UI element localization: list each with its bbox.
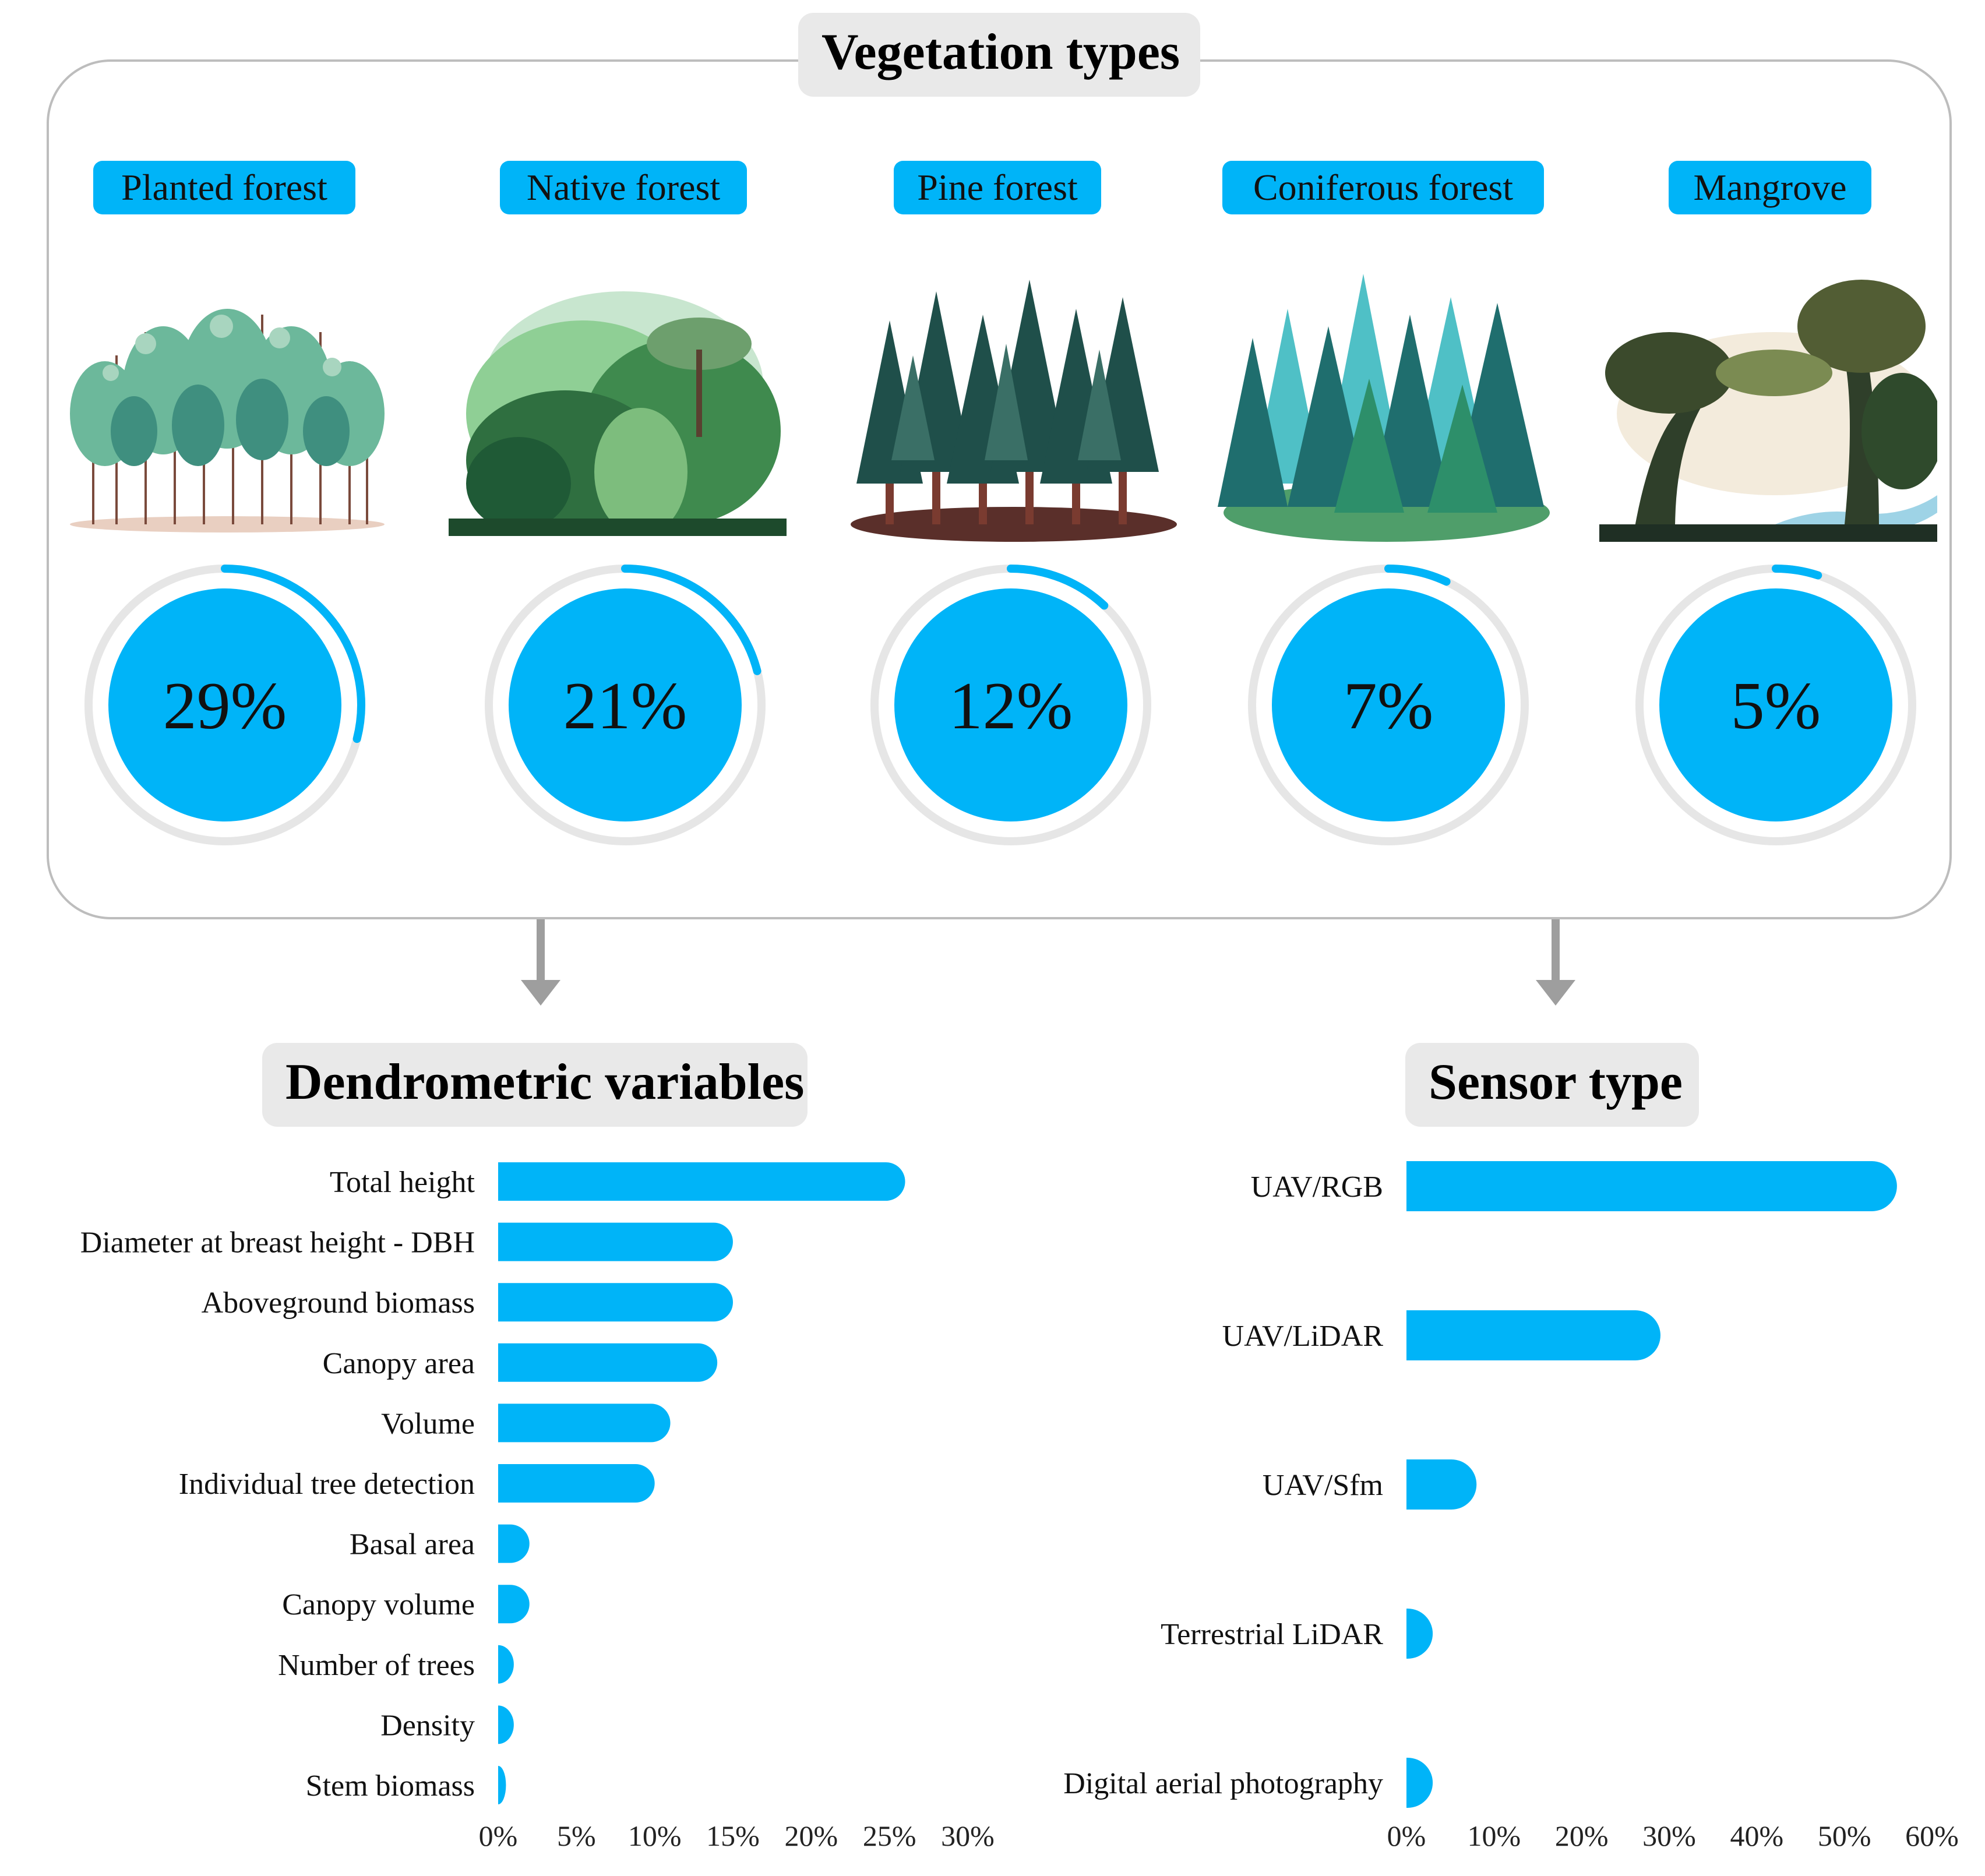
veg-label-native: Native forest — [500, 161, 747, 214]
bar-3 — [1406, 1609, 1433, 1659]
pct-planted: 29% — [163, 669, 287, 743]
category-label-9: Density — [380, 1709, 475, 1742]
bar-5 — [498, 1464, 655, 1503]
x-tick-label-4: 20% — [785, 1819, 838, 1852]
bar-3 — [498, 1343, 718, 1382]
x-tick-label-6: 60% — [1905, 1819, 1959, 1852]
x-tick-label-2: 10% — [628, 1819, 682, 1852]
category-label-7: Canopy volume — [282, 1588, 475, 1621]
x-tick-label-3: 15% — [706, 1819, 760, 1852]
bar-10 — [498, 1766, 506, 1804]
coniferous-forest-illustration — [1218, 274, 1550, 542]
ring-planted: 29% — [84, 565, 365, 845]
ring-arc-1 — [621, 565, 761, 675]
vegetation-rings: 29% 21% 12% 7% 5% — [84, 565, 1916, 845]
veg-label-planted: Planted forest — [93, 161, 355, 214]
ring-native: 21% — [485, 565, 766, 845]
x-tick-label-1: 10% — [1468, 1819, 1521, 1852]
ring-arc-4 — [1772, 565, 1822, 580]
arrow-to-sensor — [1536, 919, 1575, 1006]
category-label-6: Basal area — [350, 1528, 475, 1561]
x-tick-label-4: 40% — [1730, 1819, 1784, 1852]
category-label-0: UAV/RGB — [1251, 1170, 1383, 1204]
x-tick-label-6: 30% — [941, 1819, 995, 1852]
category-label-3: Canopy area — [323, 1347, 475, 1380]
ring-arc-2 — [1007, 565, 1109, 610]
category-label-1: UAV/LiDAR — [1222, 1320, 1384, 1353]
category-label-10: Stem biomass — [306, 1769, 475, 1803]
x-tick-label-1: 5% — [557, 1819, 596, 1852]
bar-9 — [498, 1705, 514, 1744]
connector-arrows — [521, 919, 1575, 1006]
ring-pine: 12% — [870, 565, 1151, 845]
x-tick-label-5: 25% — [863, 1819, 916, 1852]
pct-native: 21% — [563, 669, 687, 743]
bar-1 — [1406, 1310, 1660, 1360]
category-label-4: Volume — [381, 1407, 475, 1440]
bar-1 — [498, 1222, 733, 1261]
x-tick-label-0: 0% — [1387, 1819, 1426, 1852]
category-label-0: Total height — [330, 1166, 475, 1199]
x-tick-label-0: 0% — [479, 1819, 518, 1852]
ring-mangrove: 5% — [1635, 565, 1916, 845]
bar-8 — [498, 1645, 514, 1684]
vegetation-title: Vegetation types — [798, 13, 1200, 97]
pct-pine: 12% — [949, 669, 1073, 743]
bar-2 — [498, 1283, 733, 1322]
dendrometric-title: Dendrometric variables — [262, 1043, 808, 1127]
sensor-title: Sensor type — [1405, 1043, 1699, 1127]
category-label-1: Diameter at breast height - DBH — [80, 1226, 475, 1260]
category-label-2: UAV/Sfm — [1263, 1469, 1383, 1502]
x-tick-label-3: 30% — [1642, 1819, 1696, 1852]
veg-label-pine: Pine forest — [894, 161, 1101, 214]
category-label-2: Aboveground biomass — [202, 1286, 475, 1320]
bar-4 — [1406, 1758, 1433, 1808]
arrow-to-dendrometric — [521, 919, 560, 1006]
bar-2 — [1406, 1459, 1477, 1510]
bar-4 — [498, 1404, 671, 1443]
veg-label-coniferous: Coniferous forest — [1222, 161, 1544, 214]
bar-0 — [1406, 1161, 1897, 1211]
bar-0 — [498, 1162, 905, 1201]
veg-label-mangrove: Mangrove — [1669, 161, 1871, 214]
x-tick-label-2: 20% — [1555, 1819, 1609, 1852]
category-label-4: Digital aerial photography — [1063, 1767, 1383, 1800]
native-forest-illustration — [449, 291, 787, 536]
ring-arc-0 — [221, 565, 365, 743]
category-label-5: Individual tree detection — [179, 1468, 475, 1501]
pct-coniferous: 7% — [1344, 669, 1434, 743]
ring-arc-3 — [1384, 565, 1451, 586]
bar-7 — [498, 1585, 530, 1624]
pine-forest-illustration — [851, 280, 1177, 542]
category-label-8: Number of trees — [278, 1649, 475, 1682]
x-tick-label-5: 50% — [1818, 1819, 1871, 1852]
bar-6 — [498, 1524, 530, 1563]
pct-mangrove: 5% — [1731, 669, 1821, 743]
planted-forest-illustration — [70, 309, 385, 533]
category-label-3: Terrestrial LiDAR — [1161, 1618, 1383, 1651]
ring-coniferous: 7% — [1248, 565, 1529, 845]
mangrove-illustration — [1599, 280, 1937, 542]
